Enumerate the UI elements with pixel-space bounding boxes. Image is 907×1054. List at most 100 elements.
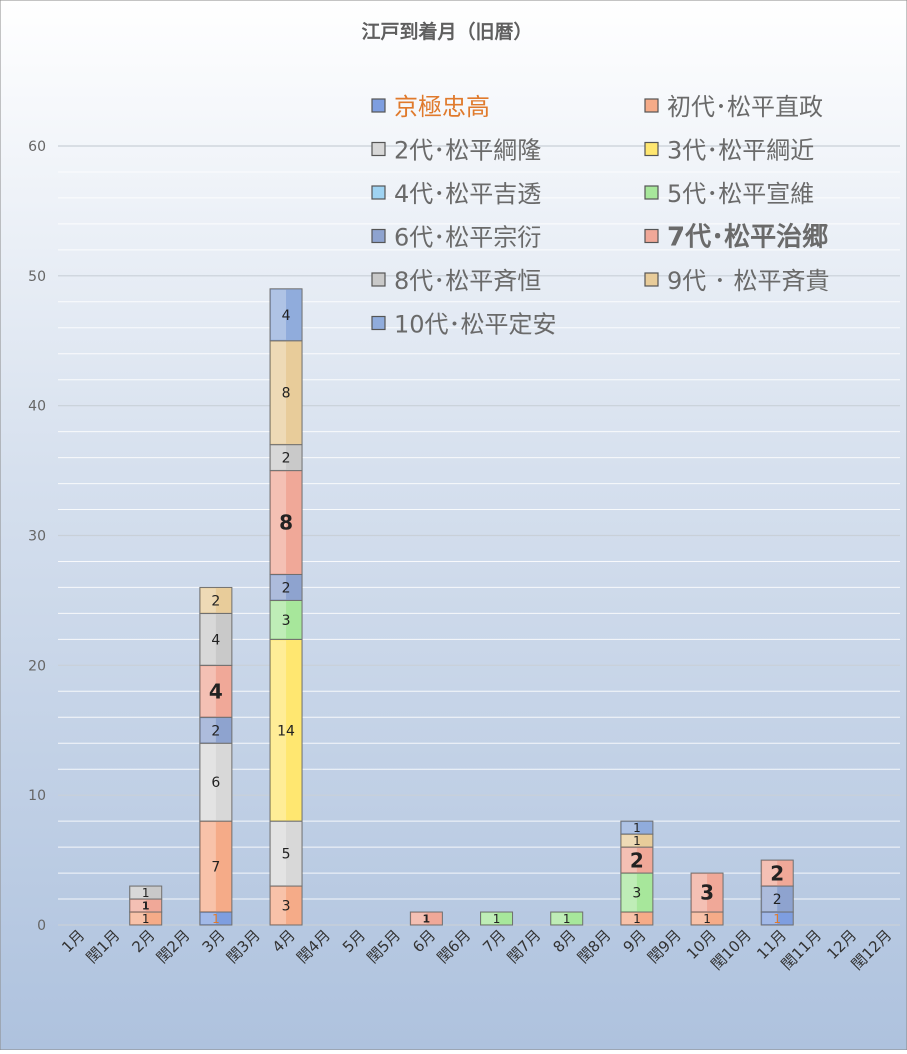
grid-lines xyxy=(58,145,900,926)
data-label: 3 xyxy=(282,899,291,915)
bar-highlight xyxy=(200,744,216,821)
bar-segment: 4 xyxy=(199,664,233,718)
y-tick-label: 0 xyxy=(37,918,46,934)
legend-swatch xyxy=(371,228,386,244)
legend-swatch xyxy=(644,228,659,244)
bar-highlight xyxy=(271,822,287,886)
legend-item: 5代･松平宣維 xyxy=(644,180,814,208)
legend-swatch xyxy=(371,272,386,287)
bar-segment: 2 xyxy=(199,716,233,744)
bar-rect xyxy=(480,911,514,926)
bar-rect xyxy=(269,288,303,342)
legend-swatch xyxy=(371,98,386,113)
data-label: 2 xyxy=(282,580,291,596)
bar-highlight xyxy=(271,640,287,821)
data-label: 2 xyxy=(630,848,644,872)
data-label: 2 xyxy=(282,451,291,467)
legend-label: 6代･松平宗衍 xyxy=(394,224,541,252)
bar-highlight xyxy=(621,822,637,834)
bar-highlight xyxy=(621,874,637,912)
legend-label: 初代･松平直政 xyxy=(667,93,823,121)
bar-highlight xyxy=(762,861,778,886)
data-label: 2 xyxy=(770,861,784,885)
bar-highlight xyxy=(130,887,146,899)
y-tick-label: 30 xyxy=(28,529,46,545)
bar-segment: 2 xyxy=(269,444,303,472)
data-label: 1 xyxy=(423,912,431,925)
data-label: 4 xyxy=(282,308,291,324)
legend: 京極忠高 初代･松平直政 2代･松平綱隆 3代･松平綱近 4代･松平吉透 5代･松平宣維 6… xyxy=(371,93,830,339)
bar-highlight xyxy=(200,614,216,665)
bar-highlight xyxy=(481,913,497,924)
legend-label: 3代･松平綱近 xyxy=(667,137,814,165)
data-label: 3 xyxy=(632,886,641,902)
bar-rect xyxy=(199,742,233,822)
bar-segment: 1 xyxy=(690,911,724,926)
legend-swatch xyxy=(644,98,659,113)
bar-segment: 14 xyxy=(269,638,303,822)
legend-label: 5代･松平宣維 xyxy=(667,180,814,208)
bar-rect xyxy=(620,820,654,835)
y-tick-label: 20 xyxy=(28,658,46,674)
bar-segment: 1 xyxy=(760,911,794,926)
data-label: 4 xyxy=(211,632,220,648)
bar-highlight xyxy=(200,913,216,924)
bar-segment: 1 xyxy=(620,820,654,835)
legend-label: 4代･松平吉透 xyxy=(394,180,541,208)
bar-segment: 3 xyxy=(269,885,303,926)
legend-item: 4代･松平吉透 xyxy=(371,180,541,208)
bar-segment: 6 xyxy=(199,742,233,822)
data-label: 1 xyxy=(142,912,150,926)
bar-segment: 4 xyxy=(269,288,303,342)
data-label: 1 xyxy=(633,912,641,926)
bar-highlight xyxy=(621,835,637,847)
bar-rect xyxy=(199,716,233,744)
bar-segment: 8 xyxy=(269,340,303,446)
bar-segment: 1 xyxy=(409,911,443,926)
legend-item: 7代･松平治郷 xyxy=(644,223,828,253)
bar-highlight xyxy=(621,913,637,924)
legend-swatch xyxy=(644,141,659,157)
data-label: 2 xyxy=(211,723,220,739)
bar-highlight xyxy=(271,575,287,600)
data-label: 1 xyxy=(142,886,150,900)
legend-swatch xyxy=(644,185,659,200)
data-label: 1 xyxy=(212,912,220,926)
bar-segment: 1 xyxy=(480,911,514,926)
legend-item: 3代･松平綱近 xyxy=(644,137,814,165)
legend-label: 10代･松平定安 xyxy=(394,311,557,339)
data-label: 2 xyxy=(773,892,782,908)
bar-segment: 1 xyxy=(129,911,163,926)
bar-rect xyxy=(269,885,303,926)
legend-item: 6代･松平宗衍 xyxy=(371,224,541,252)
bar-rect xyxy=(269,599,303,640)
legend-label: 7代･松平治郷 xyxy=(667,223,828,253)
legend-swatch xyxy=(644,272,659,287)
bar-segment: 2 xyxy=(269,573,303,601)
bar-highlight xyxy=(692,874,708,912)
bar-highlight xyxy=(411,913,427,924)
bar-highlight xyxy=(271,887,287,924)
y-tick-label: 10 xyxy=(28,788,46,804)
bar-highlight xyxy=(200,666,216,717)
bar-segment: 1 xyxy=(620,833,654,848)
bar-segment: 1 xyxy=(199,911,233,926)
y-tick-label: 60 xyxy=(28,139,46,155)
bar-rect xyxy=(690,872,724,913)
data-label: 6 xyxy=(211,775,220,791)
bar-segment: 2 xyxy=(199,586,233,614)
bar-segment: 5 xyxy=(269,820,303,887)
bar-highlight xyxy=(130,913,146,924)
data-label: 1 xyxy=(142,899,150,912)
y-axis-ticks: 0 10 20 30 40 50 60 xyxy=(28,139,46,934)
bar-segment: 2 xyxy=(620,846,654,874)
bar-segment: 1 xyxy=(129,885,163,900)
legend-label: 2代･松平綱隆 xyxy=(394,137,541,165)
bar-segment: 8 xyxy=(269,470,303,575)
bar-highlight xyxy=(551,913,567,924)
data-label: 1 xyxy=(703,912,711,926)
legend-label: 8代･松平斉恒 xyxy=(394,267,541,295)
